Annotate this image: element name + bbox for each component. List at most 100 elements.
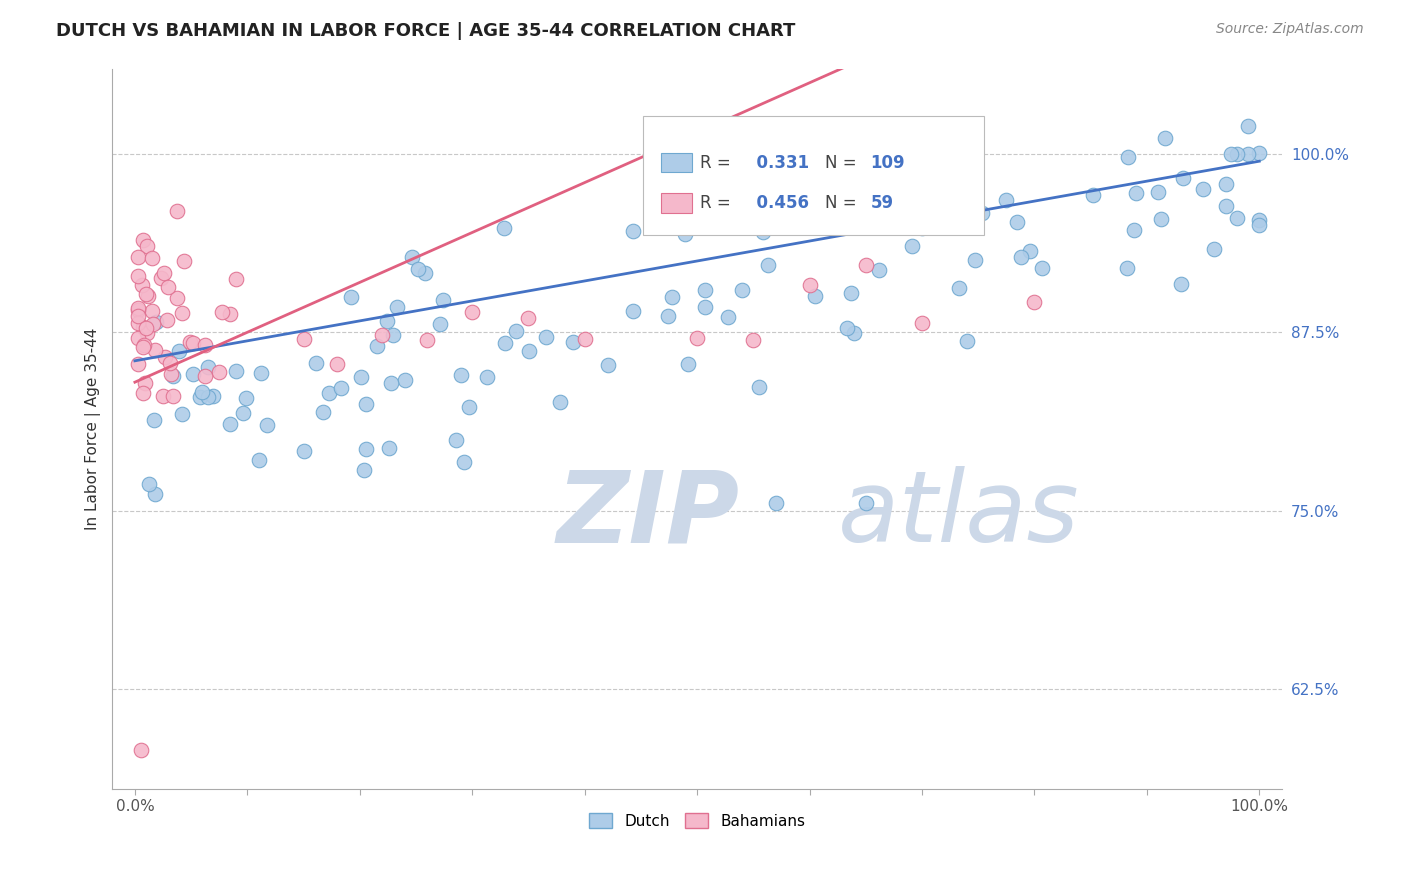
Legend: Dutch, Bahamians: Dutch, Bahamians: [583, 806, 811, 835]
Point: [1249, 213, 1271, 227]
Point: [801, 200, 824, 214]
Point: [366, 338, 388, 352]
Text: atlas: atlas: [838, 467, 1078, 564]
Point: [354, 397, 377, 411]
Point: [132, 320, 155, 334]
Point: [1125, 186, 1147, 200]
Point: [152, 266, 174, 280]
Text: 0.331: 0.331: [745, 153, 810, 171]
Point: [142, 317, 165, 331]
Point: [190, 390, 212, 404]
Point: [145, 315, 167, 329]
Point: [661, 290, 683, 304]
Point: [129, 743, 152, 757]
Point: [197, 390, 219, 404]
Point: [842, 326, 865, 341]
Point: [197, 359, 219, 374]
Point: [1170, 277, 1192, 291]
Point: [375, 314, 398, 328]
Point: [159, 356, 181, 370]
Point: [156, 312, 179, 326]
Point: [1116, 261, 1139, 276]
Point: [250, 366, 273, 380]
Point: [596, 358, 619, 372]
Point: [181, 368, 204, 382]
Point: [1215, 199, 1237, 213]
Text: 109: 109: [870, 153, 905, 171]
Point: [505, 324, 527, 338]
Point: [207, 365, 229, 379]
Point: [127, 331, 149, 345]
Point: [752, 225, 775, 239]
Point: [169, 344, 191, 359]
Point: [166, 291, 188, 305]
Point: [444, 433, 467, 447]
Point: [131, 277, 153, 292]
Text: R =: R =: [700, 153, 737, 171]
Point: [135, 287, 157, 301]
Point: [170, 407, 193, 421]
Point: [225, 271, 247, 285]
Point: [153, 350, 176, 364]
Point: [152, 389, 174, 403]
Point: [1010, 250, 1032, 264]
Point: [1147, 185, 1170, 199]
Point: [157, 280, 180, 294]
Point: [247, 452, 270, 467]
Point: [686, 330, 709, 344]
Point: [948, 280, 970, 294]
Point: [911, 316, 934, 330]
Point: [910, 221, 932, 235]
Point: [127, 357, 149, 371]
Point: [181, 336, 204, 351]
Text: 0.456: 0.456: [745, 194, 810, 212]
Point: [201, 389, 224, 403]
Point: [406, 261, 429, 276]
Point: [132, 385, 155, 400]
Point: [621, 224, 644, 238]
Point: [517, 310, 540, 325]
Point: [135, 239, 157, 253]
Point: [731, 283, 754, 297]
Text: N =: N =: [825, 153, 862, 171]
Point: [837, 320, 859, 334]
Point: [765, 496, 787, 510]
Point: [354, 442, 377, 456]
Text: R =: R =: [700, 194, 737, 212]
Point: [429, 318, 451, 332]
Point: [385, 301, 408, 315]
Point: [457, 401, 479, 415]
Point: [693, 283, 716, 297]
Point: [1005, 215, 1028, 229]
Point: [330, 381, 353, 395]
Point: [141, 252, 163, 266]
Point: [869, 262, 891, 277]
Point: [127, 302, 149, 317]
Point: [717, 310, 740, 324]
Point: [292, 332, 315, 346]
Point: [127, 301, 149, 315]
Point: [965, 253, 987, 268]
Point: [219, 417, 242, 431]
Point: [768, 206, 790, 220]
Point: [561, 334, 583, 349]
Point: [138, 477, 160, 491]
Point: [756, 258, 779, 272]
Point: [673, 227, 696, 242]
Point: [432, 293, 454, 307]
Point: [136, 289, 159, 303]
Point: [1226, 147, 1249, 161]
Point: [461, 305, 484, 319]
Point: [235, 391, 257, 405]
Text: DUTCH VS BAHAMIAN IN LABOR FORCE | AGE 35-44 CORRELATION CHART: DUTCH VS BAHAMIAN IN LABOR FORCE | AGE 3…: [56, 22, 796, 40]
Point: [803, 289, 825, 303]
Point: [340, 290, 363, 304]
Point: [413, 266, 436, 280]
Point: [659, 206, 682, 220]
Point: [382, 327, 405, 342]
Point: [127, 316, 149, 330]
Point: [956, 334, 979, 348]
Point: [1249, 219, 1271, 233]
Point: [1204, 242, 1226, 256]
Point: [173, 254, 195, 268]
